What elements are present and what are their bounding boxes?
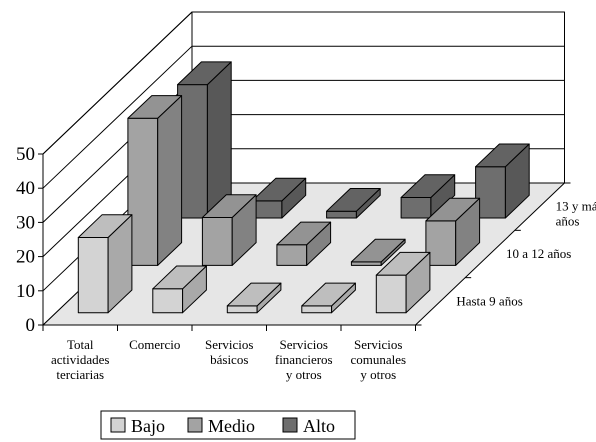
bar-bajo-3 [301, 282, 356, 314]
category-label-line: comunales [350, 352, 406, 367]
depth-label: 13 y másaños [556, 199, 596, 229]
depth-label: 10 a 12 años [506, 246, 571, 261]
bar-front [201, 217, 233, 266]
category-label-line: Comercio [129, 337, 180, 352]
chart-legend: Bajo Medio Alto [100, 410, 356, 440]
category-label-line: Servicios [280, 337, 328, 352]
bar-medio-3 [350, 238, 406, 266]
legend-swatch-medio [187, 417, 203, 433]
category-label: Servicios básicos [205, 337, 253, 367]
depth-label-line: 10 a 12 años [506, 246, 571, 261]
category-label: Total actividades terciarias [51, 337, 109, 382]
bar-top [400, 174, 456, 198]
bar-top [350, 238, 406, 263]
legend-label-alto: Alto [303, 416, 335, 436]
bar-top [251, 177, 307, 202]
category-label: Servicios comunales y otros [350, 337, 406, 382]
bar-top [226, 282, 282, 307]
gridline [42, 45, 565, 189]
bar-alto-1 [251, 177, 307, 219]
depth-label-line: Hasta 9 años [456, 293, 522, 308]
bar-medio-4 [425, 197, 481, 266]
category-label-line: terciarias [56, 367, 104, 382]
category-label-line: Total [67, 337, 94, 352]
legend-swatch-bajo [110, 417, 126, 433]
y-tick-label: 30 [16, 212, 35, 233]
y-tick-label: 40 [16, 178, 35, 199]
bar-top [375, 251, 431, 276]
bar-top [276, 221, 332, 246]
bar-front [400, 197, 432, 219]
bar-bajo-2 [226, 282, 282, 314]
bar-bajo-0 [77, 214, 133, 314]
bar-front [301, 305, 333, 314]
legend-box [100, 410, 356, 440]
bar-side [157, 95, 183, 266]
category-label-line: y otros [286, 367, 322, 382]
y-tick-label: 20 [16, 247, 35, 268]
category-label-line: actividades [51, 352, 109, 367]
bar-top [301, 282, 356, 307]
bar-medio-0 [127, 95, 183, 266]
bar-alto-3 [400, 174, 456, 219]
category-label-line: y otros [360, 367, 396, 382]
category-label-line: básicos [210, 352, 248, 367]
category-label: Comercio [129, 337, 180, 352]
bar-top [326, 188, 381, 212]
bar-top [425, 197, 481, 222]
bar-alto-2 [326, 188, 381, 219]
y-tick-label: 50 [16, 144, 35, 165]
depth-label-line: años [556, 214, 580, 229]
bar-alto-4 [475, 143, 530, 219]
depth-label-line: 13 y más [556, 199, 596, 214]
y-tick-label: 0 [26, 315, 36, 336]
bar-top [77, 214, 133, 238]
bar-front [226, 305, 258, 314]
bar-front [276, 244, 308, 266]
category-label: Servicios financieros y otros [275, 337, 333, 382]
bar-medio-1 [201, 194, 257, 266]
bar-top [127, 95, 183, 119]
bar-front [350, 261, 382, 266]
bar-front [152, 288, 184, 314]
bar-bajo-1 [152, 265, 207, 314]
bar-front [77, 237, 109, 314]
bar-bajo-4 [375, 251, 431, 314]
category-label-line: financieros [275, 352, 333, 367]
bar-front [375, 274, 407, 314]
bar-top [177, 61, 232, 86]
depth-label: Hasta 9 años [456, 293, 522, 308]
bar-top [201, 194, 257, 218]
category-label-line: Servicios [354, 337, 402, 352]
bar-medio-2 [276, 221, 332, 266]
bar-top [152, 265, 207, 290]
gridline [42, 11, 565, 155]
bar-top [475, 143, 530, 168]
legend-label-bajo: Bajo [131, 416, 165, 436]
y-tick-label: 10 [16, 281, 35, 302]
chart-bars [77, 61, 530, 314]
legend-swatch-alto [282, 417, 298, 433]
category-label-line: Servicios [205, 337, 253, 352]
bar-front [326, 210, 357, 219]
bar-alto-0 [177, 61, 232, 219]
legend-label-medio: Medio [208, 416, 255, 436]
chart-labels: 0 10 20 30 40 50 Total actividades terciarias Com… [16, 144, 596, 382]
